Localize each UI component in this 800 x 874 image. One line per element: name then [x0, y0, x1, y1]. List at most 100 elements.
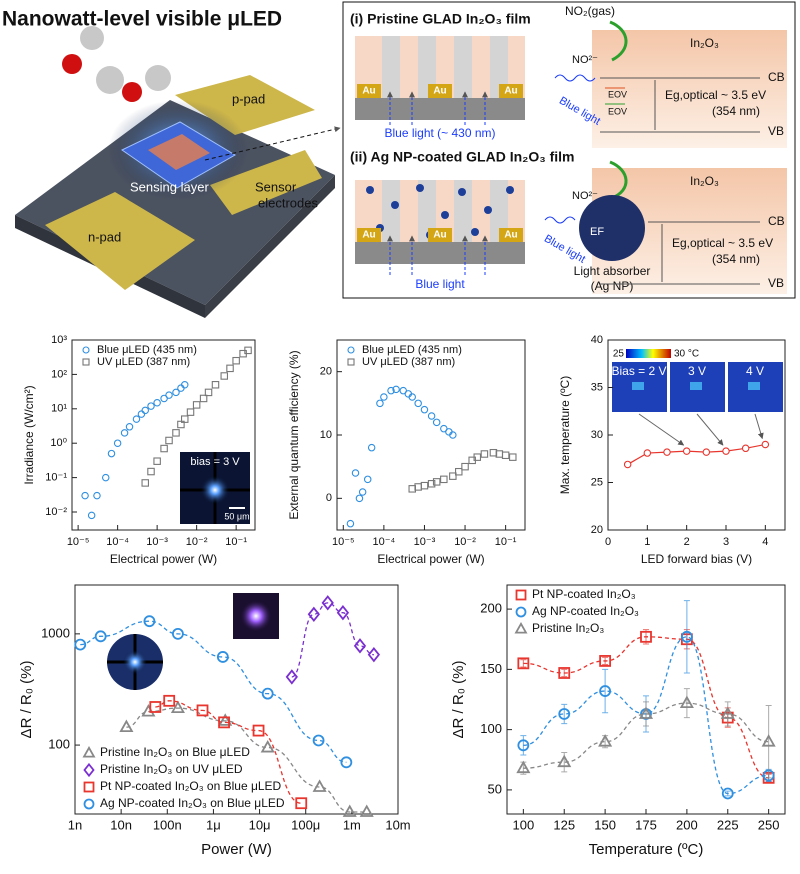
colorbar-label: 30 °C	[674, 349, 699, 360]
marker	[473, 453, 482, 461]
marker	[440, 475, 448, 484]
marker	[141, 704, 156, 717]
nanoparticle	[441, 211, 449, 219]
y-tick-label: 30	[591, 429, 603, 441]
marker	[640, 630, 652, 643]
marker	[355, 494, 364, 503]
callout-arrow	[638, 413, 685, 446]
marker	[81, 491, 89, 500]
legend-marker	[515, 606, 527, 618]
x-tick-label: 125	[553, 817, 575, 832]
marker	[461, 462, 469, 471]
marker	[599, 685, 612, 697]
x-axis-label: LED forward bias (V)	[641, 552, 752, 566]
marker	[113, 439, 122, 447]
marker	[376, 399, 384, 408]
marker	[392, 385, 400, 394]
ag-particle	[579, 195, 645, 261]
inset-glow	[123, 650, 147, 674]
x-tick-label: 10⁻⁵	[332, 536, 355, 548]
error-bar	[520, 659, 527, 668]
p-pad-shape	[175, 75, 315, 135]
inset-label: bias = 3 V	[190, 456, 240, 468]
marker	[119, 719, 134, 733]
marker	[367, 646, 381, 663]
inset-label: 4 V	[746, 364, 764, 378]
marker	[432, 418, 441, 427]
x-axis-label: Temperature (ºC)	[589, 841, 704, 858]
vb-label: VB	[768, 124, 784, 138]
marker	[312, 734, 325, 747]
legend-label: Ag NP-coated In₂O₃	[532, 604, 639, 618]
error-bar	[643, 701, 649, 727]
legend-marker	[347, 346, 355, 354]
au-pad	[357, 84, 381, 98]
nanoparticle	[484, 206, 492, 214]
n-pad-shape	[45, 192, 195, 290]
marker	[160, 394, 168, 403]
legend-label: UV μLED (387 nm)	[97, 356, 190, 368]
marker	[101, 473, 110, 482]
marker	[125, 423, 134, 431]
marker	[149, 701, 162, 713]
molecule	[96, 66, 124, 94]
wave	[544, 216, 576, 224]
legend-label: Pt NP-coated In₂O₃	[532, 587, 636, 601]
marker	[720, 706, 735, 719]
legend-marker	[83, 798, 95, 810]
inset-spot	[632, 382, 644, 390]
au-label: Au	[433, 230, 446, 241]
au-label: Au	[504, 230, 517, 241]
chip-side	[205, 175, 335, 318]
column	[454, 180, 472, 242]
figure-title: Nanowatt-level visible μLED	[2, 8, 282, 31]
absorber-label: Light absorber	[574, 264, 651, 278]
light-arrows	[387, 235, 488, 275]
marker	[132, 415, 141, 423]
marker	[196, 704, 209, 717]
panel-title: (ii) Ag NP-coated GLAD In₂O₃ film	[350, 149, 575, 165]
molecule	[122, 82, 142, 102]
light-label: Blue light	[415, 277, 465, 291]
marker	[220, 372, 229, 380]
x-tick-label: 10⁻⁴	[106, 536, 129, 548]
au-label: Au	[433, 86, 446, 97]
error-bar	[683, 688, 690, 719]
marker	[682, 447, 691, 455]
legend-marker	[83, 781, 95, 793]
marker	[147, 467, 155, 476]
marker	[163, 694, 176, 707]
marker	[160, 444, 168, 453]
marker	[432, 478, 441, 486]
y-axis-label: External quantum efficiency (%)	[287, 350, 301, 519]
callout-arrow	[696, 413, 724, 446]
marker	[342, 804, 357, 817]
inset-label: 50 μm	[224, 511, 249, 521]
callout-arrow	[204, 126, 341, 161]
column	[418, 36, 436, 98]
inset-glow	[201, 476, 229, 504]
y-axis-label: ΔR / R₀ (%)	[18, 661, 35, 739]
marker	[141, 479, 149, 487]
marker	[177, 420, 185, 429]
x-tick-label: 10⁻²	[186, 536, 208, 548]
series-line	[155, 700, 302, 804]
inset-spot	[748, 382, 760, 390]
y-axis-label: Max. temperature (ºC)	[558, 376, 572, 494]
marker	[295, 797, 308, 810]
y-tick-label: 100	[480, 721, 502, 736]
x-tick-label: 225	[717, 817, 739, 832]
absorber-label: (Ag NP)	[591, 279, 634, 293]
marker	[180, 381, 189, 389]
marker	[517, 657, 530, 670]
legend-marker	[82, 346, 90, 354]
callout-arrow	[754, 413, 764, 440]
nanoparticle	[458, 188, 466, 196]
marker	[761, 734, 776, 747]
marker	[285, 669, 298, 685]
marker	[260, 739, 275, 753]
marker	[663, 448, 671, 456]
marker	[226, 364, 234, 373]
marker	[449, 431, 457, 439]
y-tick-label: 20	[591, 524, 603, 536]
